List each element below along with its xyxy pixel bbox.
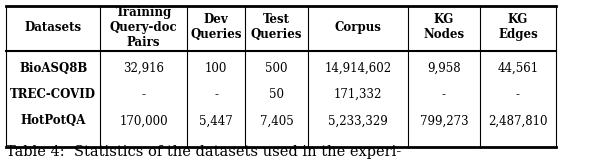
Text: 32,916: 32,916 [123,62,164,75]
Text: KG
Nodes: KG Nodes [423,13,465,41]
Text: 500: 500 [265,62,288,75]
Text: -: - [214,88,218,101]
Text: KG
Edges: KG Edges [498,13,538,41]
Text: Training
Query-doc
Pairs: Training Query-doc Pairs [110,6,178,49]
Text: Datasets: Datasets [24,21,82,34]
Text: 7,405: 7,405 [260,114,293,127]
Text: Dev
Queries: Dev Queries [190,13,242,41]
Text: 14,914,602: 14,914,602 [325,62,392,75]
Text: Table 4:  Statistics of the datasets used in the experi-: Table 4: Statistics of the datasets used… [6,145,401,159]
Text: 50: 50 [269,88,284,101]
Text: -: - [516,88,520,101]
Text: -: - [142,88,146,101]
Text: 5,447: 5,447 [199,114,233,127]
Text: 5,233,329: 5,233,329 [328,114,388,127]
Text: 100: 100 [205,62,228,75]
Text: 9,958: 9,958 [427,62,461,75]
Text: -: - [442,88,446,101]
Text: BioASQ8B: BioASQ8B [19,62,87,75]
Text: 170,000: 170,000 [120,114,168,127]
Text: 44,561: 44,561 [497,62,539,75]
Text: 171,332: 171,332 [334,88,382,101]
Text: 2,487,810: 2,487,810 [488,114,548,127]
Text: 799,273: 799,273 [420,114,468,127]
Text: HotPotQA: HotPotQA [21,114,86,127]
Text: Corpus: Corpus [334,21,381,34]
Text: Test
Queries: Test Queries [251,13,302,41]
Text: TREC-COVID: TREC-COVID [10,88,96,101]
